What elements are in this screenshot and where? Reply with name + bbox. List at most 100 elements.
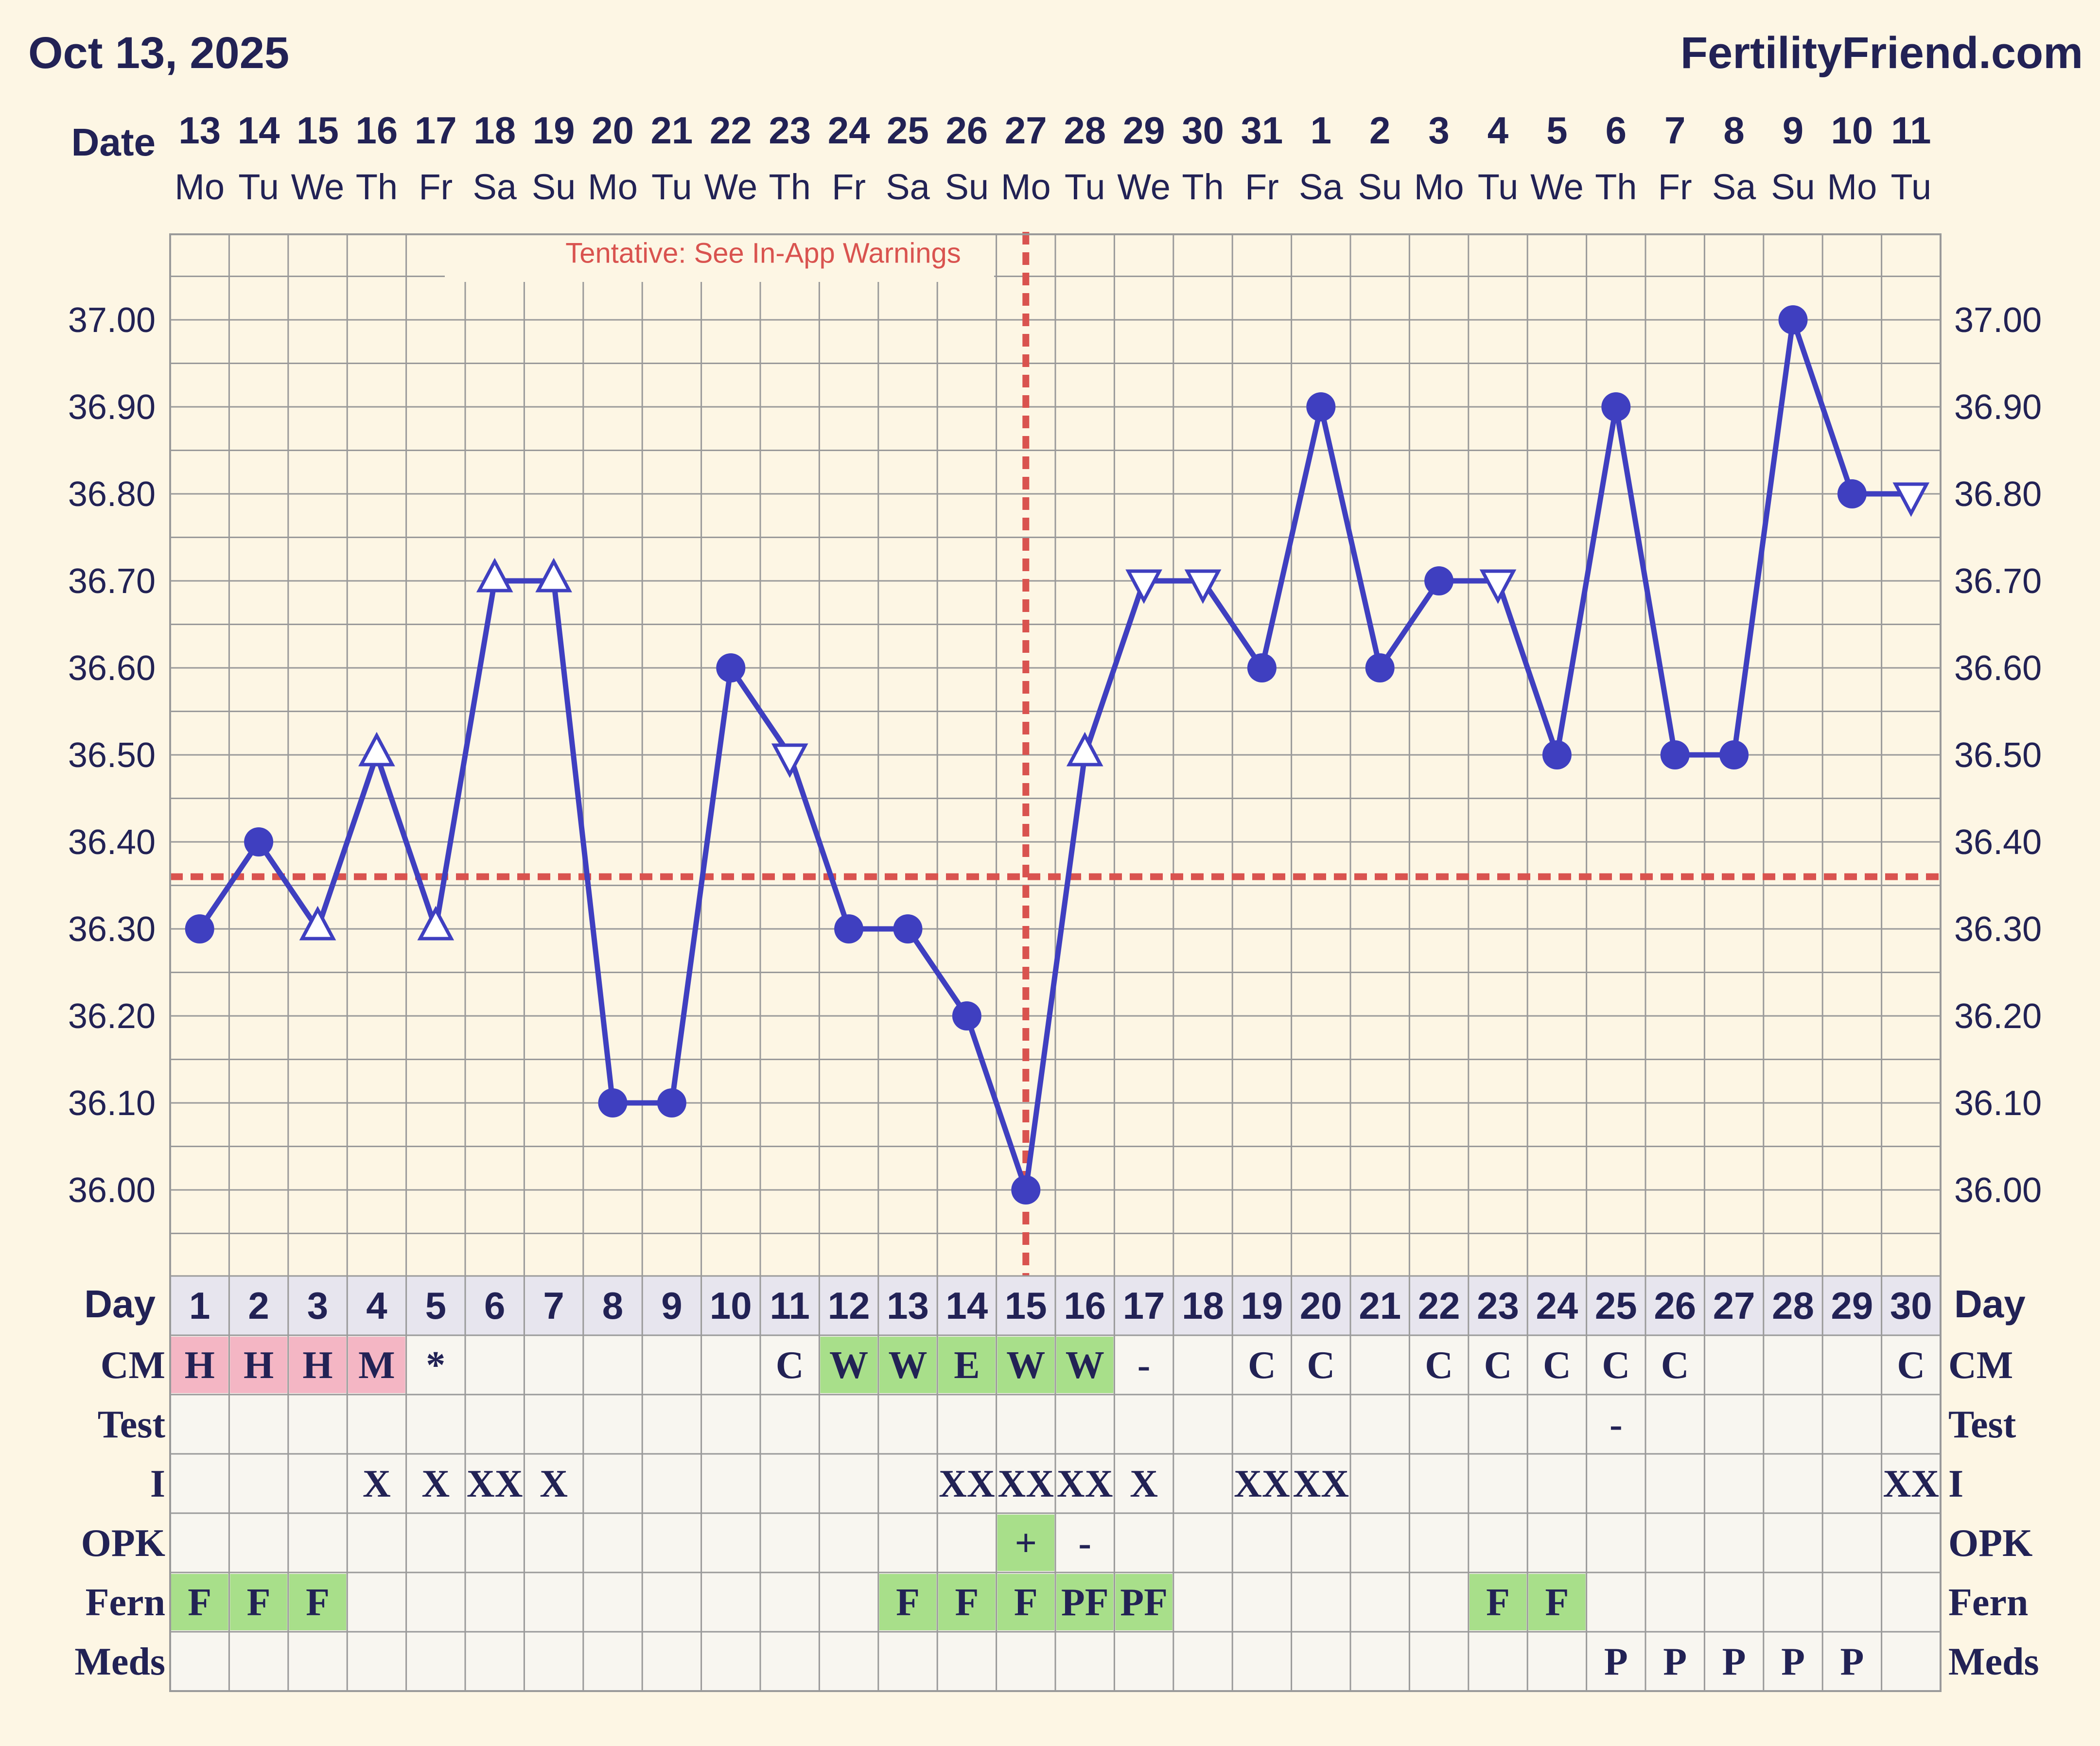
row-cell-highlight	[289, 1337, 347, 1393]
date-label: 7	[1664, 109, 1685, 152]
weekday-label: We	[1530, 167, 1584, 207]
row-cell-highlight	[171, 1574, 228, 1630]
data-point-open-up	[358, 732, 395, 767]
row-cell-value: W	[889, 1344, 928, 1387]
row-cell-value: H	[244, 1344, 274, 1387]
weekday-label: Fr	[1658, 167, 1692, 207]
date-label: 29	[1123, 109, 1165, 152]
row-label-left: Fern	[86, 1581, 165, 1624]
day-number: 11	[770, 1284, 809, 1327]
date-label: 22	[710, 109, 752, 152]
row-cell-highlight	[879, 1574, 937, 1630]
day-number: 13	[887, 1284, 929, 1327]
row-cell-highlight	[938, 1337, 996, 1393]
row-cell-value: F	[1545, 1581, 1569, 1624]
data-point	[244, 827, 274, 856]
y-tick-right: 36.30	[1954, 910, 2042, 949]
row-cell-value: C	[1543, 1344, 1571, 1387]
row-cell-highlight	[1528, 1574, 1586, 1630]
day-number: 4	[366, 1284, 387, 1327]
day-number: 12	[828, 1284, 870, 1327]
row-cell-value: F	[1486, 1581, 1510, 1624]
weekday-label: We	[704, 167, 757, 207]
y-tick-left: 36.20	[68, 997, 156, 1036]
row-cell-highlight	[997, 1515, 1054, 1571]
row-cell-value: +	[1015, 1522, 1037, 1565]
data-point	[598, 1088, 628, 1117]
row-cell-value: C	[1484, 1344, 1512, 1387]
row-label-left: OPK	[81, 1522, 165, 1565]
day-number: 2	[248, 1284, 269, 1327]
date-label: 19	[533, 109, 575, 152]
day-number: 7	[543, 1284, 564, 1327]
row-cell-value: F	[247, 1581, 271, 1624]
weekday-label: Th	[1182, 167, 1224, 207]
row-label-right: Fern	[1948, 1581, 2028, 1624]
weekday-label: Su	[945, 167, 989, 207]
row-cell-value: C	[776, 1344, 804, 1387]
day-number: 9	[661, 1284, 682, 1327]
y-tick-left: 36.30	[68, 910, 156, 949]
row-cell-value: W	[1006, 1344, 1045, 1387]
row-cell-value: XX	[1234, 1463, 1290, 1505]
warning-text: Tentative: See In-App Warnings	[565, 237, 961, 269]
day-number: 15	[1005, 1284, 1047, 1327]
weekday-label: Th	[769, 167, 811, 207]
date-label: 8	[1723, 109, 1744, 152]
y-tick-right: 36.50	[1954, 736, 2042, 775]
row-cell-value: P	[1722, 1641, 1746, 1683]
row-cell-highlight	[171, 1337, 228, 1393]
row-cell-value: H	[185, 1344, 215, 1387]
y-tick-left: 36.90	[68, 388, 156, 427]
data-point	[893, 914, 923, 943]
date-label: 10	[1831, 109, 1873, 152]
day-number: 17	[1123, 1284, 1165, 1327]
weekday-label: Mo	[1001, 167, 1051, 207]
row-cell-value: X	[363, 1463, 391, 1505]
data-point	[1719, 740, 1749, 769]
row-cell-highlight	[230, 1337, 287, 1393]
row-cell-value: P	[1840, 1641, 1864, 1683]
row-cell-value: F	[955, 1581, 979, 1624]
data-point-open-down	[771, 743, 808, 778]
row-cell-value: W	[1066, 1344, 1104, 1387]
y-tick-right: 36.00	[1954, 1171, 2042, 1210]
date-label: 11	[1891, 109, 1931, 152]
data-point	[952, 1001, 981, 1030]
weekday-label: Tu	[1890, 167, 1931, 207]
data-point-open-up	[417, 906, 455, 941]
day-number: 16	[1064, 1284, 1106, 1327]
weekday-label: Tu	[1065, 167, 1105, 207]
row-cell-value: F	[896, 1581, 920, 1624]
weekday-label: Fr	[832, 167, 866, 207]
day-number: 19	[1241, 1284, 1283, 1327]
date-label: 16	[356, 109, 398, 152]
row-cell-value: X	[421, 1463, 450, 1505]
day-number: 6	[484, 1284, 505, 1327]
data-point-open-up	[1066, 732, 1103, 767]
row-cell-value: C	[1307, 1344, 1335, 1387]
date-label: 21	[651, 109, 693, 152]
y-tick-left: 36.60	[68, 649, 156, 688]
date-label: 5	[1546, 109, 1567, 152]
data-point	[1424, 566, 1454, 595]
weekday-label: Tu	[238, 167, 279, 207]
day-number: 23	[1477, 1284, 1519, 1327]
row-cell-highlight	[879, 1337, 937, 1393]
weekday-label: Su	[1358, 167, 1402, 207]
data-point	[1660, 740, 1690, 769]
data-point	[716, 653, 746, 682]
weekday-label: Su	[532, 167, 576, 207]
weekday-label: We	[291, 167, 345, 207]
data-point-open-up	[299, 906, 336, 941]
row-cell-highlight	[1115, 1574, 1172, 1630]
warning-box	[445, 228, 994, 282]
weekday-label: Sa	[886, 167, 930, 207]
row-label-left: Test	[98, 1403, 166, 1446]
row-cell-value: M	[358, 1344, 395, 1387]
date-label: 6	[1606, 109, 1627, 152]
data-point	[185, 914, 214, 943]
weekday-label: Fr	[1245, 167, 1279, 207]
